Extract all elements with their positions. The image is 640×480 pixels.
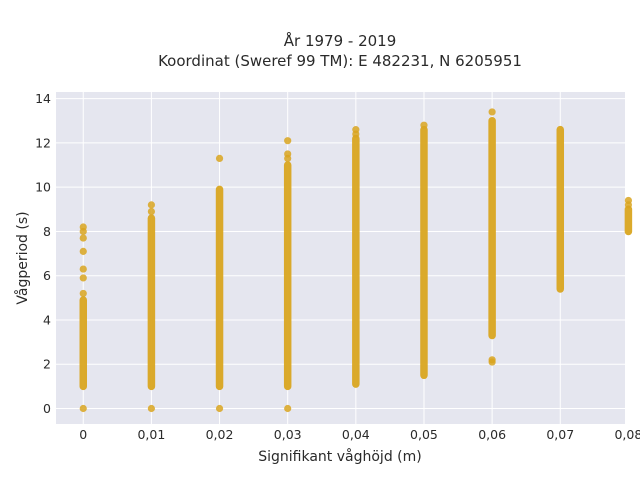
data-point [624,196,633,205]
data-point [215,404,224,413]
y-tick-label: 0 [43,401,51,416]
x-tick-label: 0,03 [274,427,302,442]
y-tick-label: 4 [43,312,51,327]
data-point [79,247,87,255]
y-tick-label: 2 [43,357,51,372]
x-tick-label: 0,01 [137,427,165,442]
x-tick-label: 0,06 [478,427,506,442]
data-point [79,223,87,231]
y-tick-label: 8 [43,224,51,239]
y-tick-label: 10 [35,180,51,195]
data-point [79,404,87,413]
data-point [488,356,496,364]
data-point [215,154,224,162]
y-tick-labels: 0 2 4 6 8 10 12 14 [35,91,51,416]
data-point [284,150,292,158]
plot-area [56,92,625,424]
data-points [79,108,633,413]
chart-title-line-1: År 1979 - 2019 [284,31,397,50]
x-tick-label: 0,02 [206,427,234,442]
y-tick-label: 6 [43,268,51,283]
data-point [79,234,87,242]
y-tick-label: 12 [35,135,51,150]
x-tick-label: 0 [79,427,87,442]
x-tick-label: 0,04 [342,427,370,442]
data-point [488,108,496,116]
y-axis-label: Vågperiod (s) [14,211,31,304]
data-point [352,126,360,134]
data-point [147,404,156,413]
data-point [147,207,156,216]
data-point [420,121,428,129]
x-tick-labels: 0 0,01 0,02 0,03 0,04 0,05 0,06 0,07 0,08 [79,427,640,442]
data-point [79,289,87,298]
data-point [284,404,292,413]
data-point [147,201,156,209]
x-tick-label: 0,08 [614,427,640,442]
y-tick-label: 14 [35,91,51,106]
data-point [79,274,87,282]
chart-title-line-2: Koordinat (Sweref 99 TM): E 482231, N 62… [158,52,522,70]
x-axis-label: Signifikant våghöjd (m) [258,448,421,465]
x-tick-label: 0,05 [410,427,438,442]
data-point [79,265,87,273]
x-tick-label: 0,07 [546,427,574,442]
data-point [284,137,292,145]
